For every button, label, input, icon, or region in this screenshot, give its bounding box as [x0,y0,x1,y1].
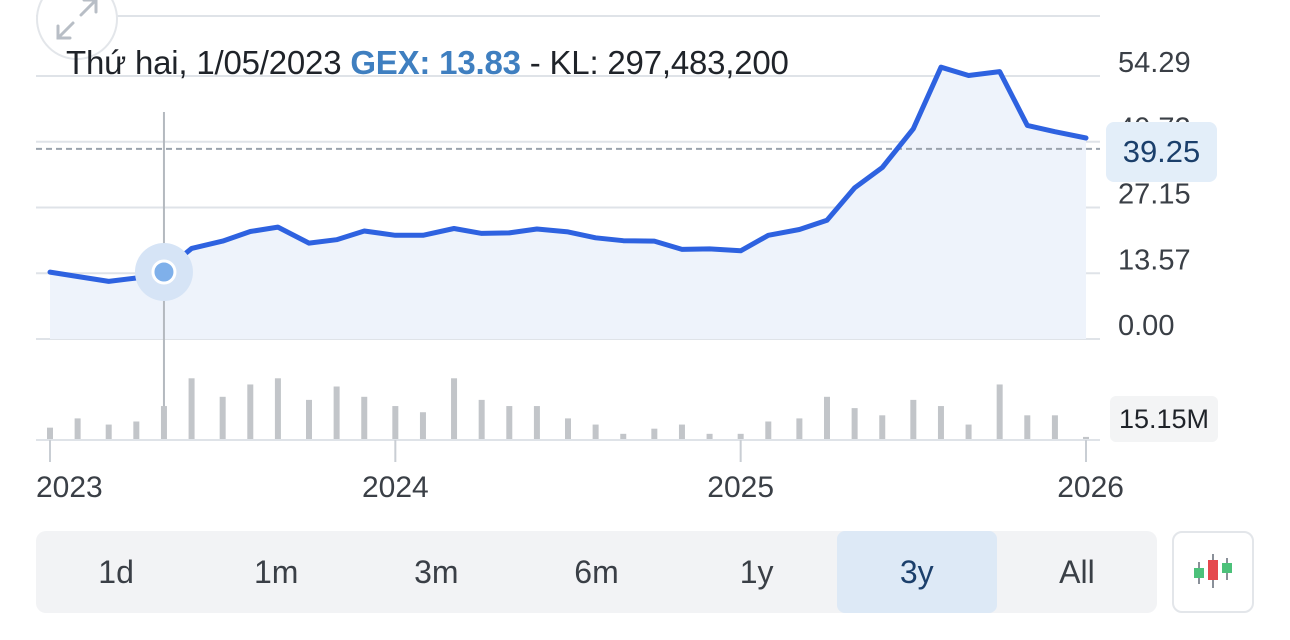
volume-bar [333,386,340,440]
y-tick-label: 54.29 [1118,47,1191,79]
volume-bar [937,406,944,440]
volume-bar [306,399,312,440]
volume-bar [219,396,226,440]
range-selector: 1d 1m 3m 6m 1y 3y All [36,531,1157,613]
volume-bar [879,415,886,440]
volume-bars [47,378,1089,440]
expand-icon [56,0,98,40]
tooltip-date: Thứ hai, 1/05/2023 [66,44,342,81]
x-axis-labels: 2023 2024 2025 2026 [36,440,1124,504]
tooltip-price: GEX: 13.83 [350,44,521,81]
x-tick-label: 2025 [707,471,774,504]
range-1y-button[interactable]: 1y [739,553,774,590]
volume-bar [851,408,858,440]
range-3y-button[interactable]: 3y [836,531,997,613]
candlestick-icon [1194,554,1232,588]
volume-bar [274,378,281,440]
candlestick-toggle-button[interactable] [1172,531,1254,613]
volume-bar [737,433,744,440]
range-3m-button[interactable]: 3m [414,553,459,590]
volume-tag: 15.15M [1110,396,1218,442]
x-tick-label: 2023 [36,471,103,504]
volume-bar [796,418,803,440]
x-tick-label: 2026 [1057,471,1124,504]
x-tick-label: 2024 [362,471,429,504]
y-tick-label: 0.00 [1118,310,1174,342]
volume-bar [765,421,772,440]
range-1d-button[interactable]: 1d [98,553,134,590]
range-6m-button[interactable]: 6m [574,553,619,590]
price-area-fill [50,67,1086,339]
volume-bar [565,418,571,440]
current-price-tag: 39.25 [1106,122,1217,182]
y-tick-label: 13.57 [1118,244,1191,276]
volume-bar [965,424,972,440]
tooltip-volume: - KL: 297,483,200 [529,44,789,81]
highlight-dot[interactable] [151,259,177,285]
volume-bar [706,433,713,440]
volume-bar [392,406,399,440]
volume-bar [478,399,485,440]
volume-bar [533,406,540,440]
volume-bar [910,399,917,440]
volume-bar [188,378,195,440]
highlight-point[interactable] [134,243,193,302]
volume-bar [678,424,685,440]
volume-bar [451,378,458,440]
volume-bar [506,406,513,440]
volume-bar [996,384,1003,440]
range-all-button[interactable]: All [1059,553,1095,590]
price-line [47,64,1089,284]
volume-bar [160,406,167,440]
volume-bar [419,412,426,440]
volume-bar [74,418,81,440]
tooltip-readout: Thứ hai, 1/05/2023 GEX: 13.83 - KL: 297,… [66,44,789,82]
volume-bar [1051,415,1058,440]
volume-bar [361,396,368,440]
volume-bar [1083,436,1089,440]
volume-bar [620,433,627,440]
volume-bar [47,427,53,440]
volume-bar [592,424,599,440]
volume-bar [247,384,254,440]
volume-bar [105,424,112,440]
y-tick-label: 27.15 [1118,178,1191,210]
volume-bar [651,428,658,440]
range-1m-button[interactable]: 1m [253,553,299,590]
volume-bar [133,421,140,440]
volume-bar [824,396,830,440]
volume-bar [1024,415,1031,440]
